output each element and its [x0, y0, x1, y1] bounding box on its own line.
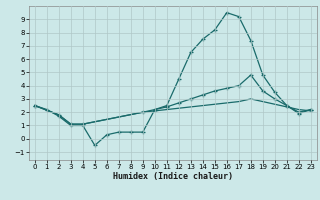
X-axis label: Humidex (Indice chaleur): Humidex (Indice chaleur) [113, 172, 233, 181]
